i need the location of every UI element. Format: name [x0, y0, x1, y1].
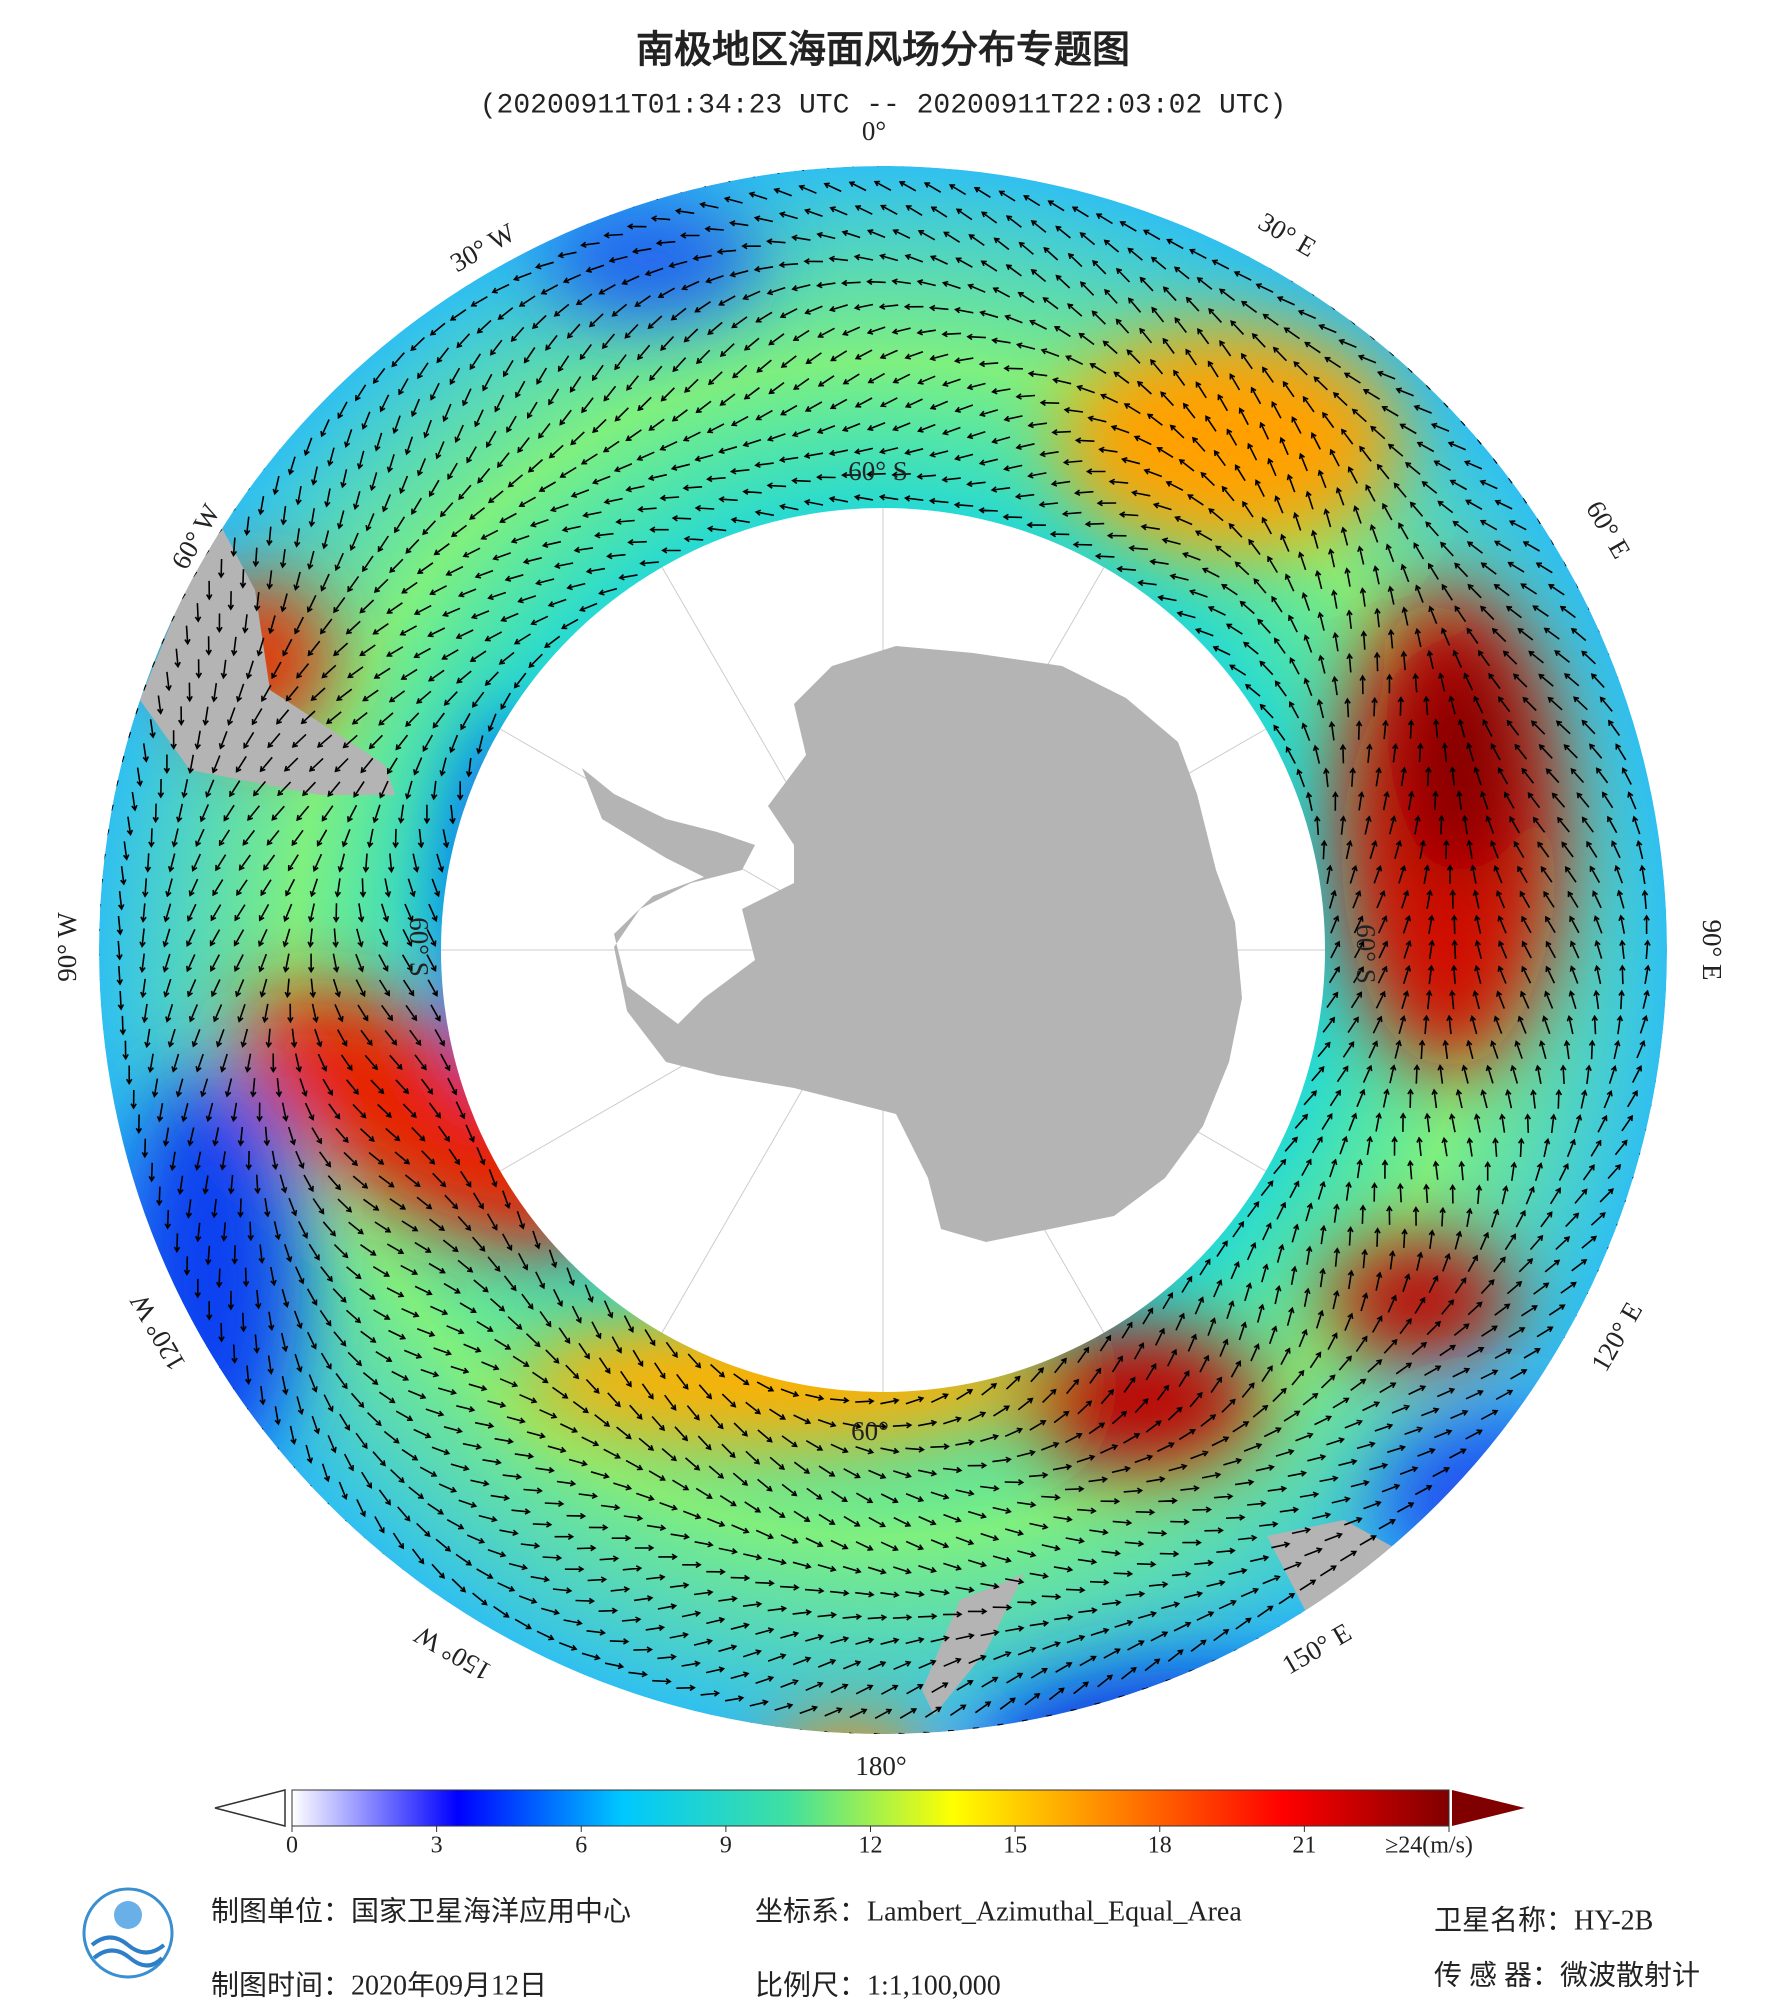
map-label: 90° E — [1697, 919, 1727, 980]
footer-satellite: 卫星名称：HY-2B — [1434, 1904, 1653, 1936]
map-label: 60° S — [1351, 924, 1381, 984]
colorbar-under — [214, 1789, 286, 1827]
colorbar-ticks: 0 3 6 9 12 15 18 21 ≥24(m/s) — [286, 1826, 1473, 1859]
map-label: 90° W — [52, 912, 82, 982]
new-zealand — [922, 1574, 1024, 1715]
title: 南极地区海面风场分布专题图 — [636, 30, 1130, 72]
map-label: 180° — [855, 1751, 906, 1781]
logo — [82, 1887, 174, 1979]
colorbar-tick-label: ≥24(m/s) — [1385, 1833, 1473, 1859]
footer-scale: 比例尺：1:1,100,000 — [755, 1969, 1001, 2001]
footer-sensor: 传 感 器：微波散射计 — [1434, 1959, 1700, 1991]
subtitle: (20200911T01:34:23 UTC -- 20200911T22:03… — [480, 90, 1287, 121]
footer-crs: 坐标系：Lambert_Azimuthal_Equal_Area — [755, 1895, 1242, 1927]
map-label: 60° E — [1580, 496, 1637, 564]
colorbar-tick-label: 18 — [1148, 1833, 1172, 1859]
south-america — [140, 515, 395, 795]
colorbar-tick-label: 6 — [575, 1833, 587, 1859]
footer-time: 制图时间：2020年09月12日 — [211, 1969, 547, 2001]
colorbar-tick-label: 15 — [1003, 1833, 1027, 1859]
colorbar-over — [1452, 1790, 1525, 1826]
map-label: 150° W — [409, 1619, 496, 1687]
map-label: 150° E — [1277, 1617, 1357, 1680]
map-label: 60° S — [848, 456, 908, 486]
colorbar — [291, 1789, 1450, 1827]
antarctica — [582, 646, 1242, 1242]
colorbar-tick-label: 9 — [720, 1833, 732, 1859]
map-label: 30° E — [1253, 206, 1321, 263]
colorbar-tick-label: 21 — [1292, 1833, 1316, 1859]
map-label: 120° W — [124, 1288, 192, 1375]
map-label: 0° — [862, 116, 886, 146]
map-label: 60° — [851, 1416, 889, 1446]
wind-arrows — [99, 166, 1667, 1734]
colorbar-tick-label: 3 — [431, 1833, 443, 1859]
map-label: 120° E — [1585, 1297, 1648, 1377]
footer-unit: 制图单位：国家卫星海洋应用中心 — [211, 1895, 631, 1927]
map-label: 60° S — [404, 917, 434, 977]
colorbar-tick-label: 12 — [859, 1833, 883, 1859]
colorbar-tick-label: 0 — [286, 1833, 298, 1859]
